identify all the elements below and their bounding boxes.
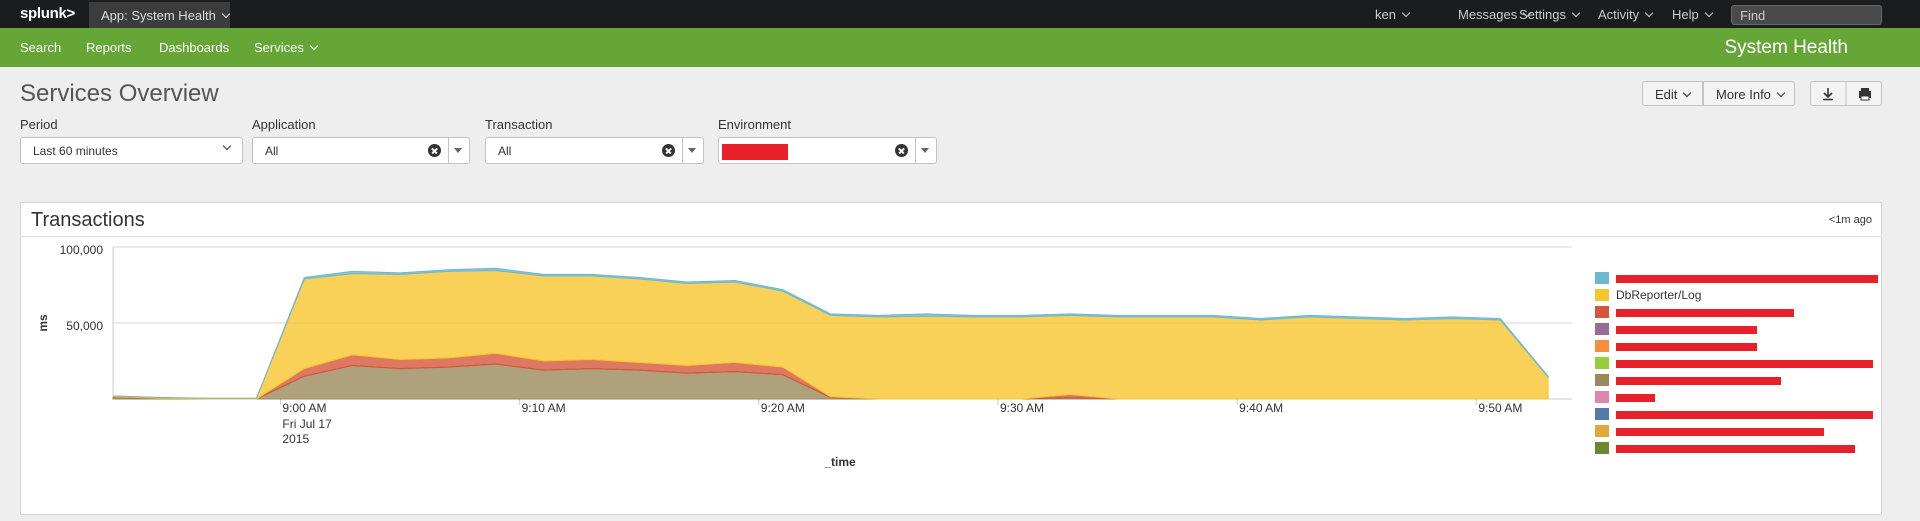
panel-title: Transactions (31, 209, 145, 231)
caret-separator (682, 138, 683, 163)
caret-separator (448, 138, 449, 163)
redaction (1616, 343, 1757, 351)
input-value: Last 60 minutes (33, 144, 118, 158)
input-field[interactable]: Last 60 minutes (20, 137, 243, 164)
nav-item[interactable]: Reports (86, 40, 132, 55)
legend-label: DbReporter/Log (1616, 288, 1701, 302)
input-label: Transaction (485, 117, 553, 132)
x-tick-label: 9:40 AM (1239, 401, 1283, 415)
top-menu[interactable]: Activity (1598, 7, 1652, 22)
dropdown-caret (688, 148, 696, 153)
redaction (1616, 428, 1824, 436)
legend-swatch (1595, 391, 1609, 403)
y-axis-label: ms (36, 314, 50, 332)
search-placeholder: Find (1740, 8, 1766, 23)
search-box[interactable]: Find (1731, 5, 1882, 25)
app-title: System Health (1724, 37, 1848, 58)
input-label: Period (20, 117, 58, 132)
panel-divider (20, 236, 1882, 237)
top-menu[interactable]: Settings (1519, 7, 1579, 22)
caret-separator (915, 138, 916, 163)
nav-item[interactable]: Search (20, 40, 62, 55)
x-axis-label: _time (823, 455, 856, 469)
legend-swatch (1595, 306, 1609, 318)
x-tick-label: 9:00 AM (282, 401, 326, 415)
legend-swatch (1595, 425, 1609, 437)
icons (1823, 82, 1871, 105)
input-field[interactable]: All (252, 137, 470, 164)
x-tick-label: 9:30 AM (1000, 401, 1044, 415)
y-tick-label: 50,000 (66, 319, 103, 333)
dashboard-button[interactable]: Edit (1642, 81, 1703, 106)
legend-swatch (1595, 442, 1609, 454)
logo: splunk> (20, 5, 75, 22)
redaction (1616, 360, 1873, 368)
x-tick-label: 9:10 AM (522, 401, 566, 415)
dropdown-caret (454, 148, 462, 153)
input-label: Environment (718, 117, 791, 132)
dashboard-title: Services Overview (20, 80, 219, 107)
dropdown-caret (217, 141, 230, 155)
clear-icon[interactable] (428, 144, 441, 157)
export-buttons (1810, 81, 1882, 106)
redaction (1616, 394, 1655, 402)
y-tick-label: 100,000 (60, 243, 104, 257)
app-nav-bar (0, 28, 1920, 67)
legend-swatch (1595, 272, 1609, 284)
legend-swatch (1595, 289, 1609, 301)
nav-item[interactable]: Dashboards (159, 40, 230, 55)
input-value: All (498, 144, 512, 158)
top-menu[interactable]: Help (1672, 7, 1712, 22)
redaction (722, 144, 788, 160)
x-tick-label: 9:20 AM (761, 401, 805, 415)
input-label: Application (252, 117, 316, 132)
panel-updated: <1m ago (1828, 214, 1872, 226)
x-tick-label: 9:50 AM (1478, 401, 1522, 415)
legend-swatch (1595, 340, 1609, 352)
legend-swatch (1595, 357, 1609, 369)
redaction (1616, 275, 1878, 283)
nav-item[interactable]: Services (254, 40, 317, 55)
clear-icon[interactable] (895, 144, 908, 157)
input-field[interactable]: All (485, 137, 704, 164)
legend-swatch (1595, 323, 1609, 335)
print-icon[interactable] (1859, 88, 1871, 101)
download-icon[interactable] (1823, 88, 1833, 101)
dropdown-caret (921, 148, 929, 153)
top-menu[interactable]: Messages (1458, 7, 1530, 22)
redaction (1616, 445, 1855, 453)
dashboard-button[interactable]: More Info (1703, 81, 1795, 106)
legend-swatch (1595, 374, 1609, 386)
x-tick-date: 2015 (282, 432, 309, 446)
redaction (1616, 326, 1757, 334)
clear-icon[interactable] (662, 144, 675, 157)
redaction (1616, 309, 1794, 317)
top-menu[interactable]: ken (1375, 7, 1409, 22)
app-menu[interactable]: App: System Health (89, 2, 230, 28)
x-tick-date: Fri Jul 17 (282, 417, 332, 431)
redaction (1616, 377, 1781, 385)
redaction (1616, 411, 1873, 419)
area (112, 267, 1549, 399)
input-field[interactable] (718, 137, 937, 164)
legend-swatch (1595, 408, 1609, 420)
input-value: All (265, 144, 279, 158)
